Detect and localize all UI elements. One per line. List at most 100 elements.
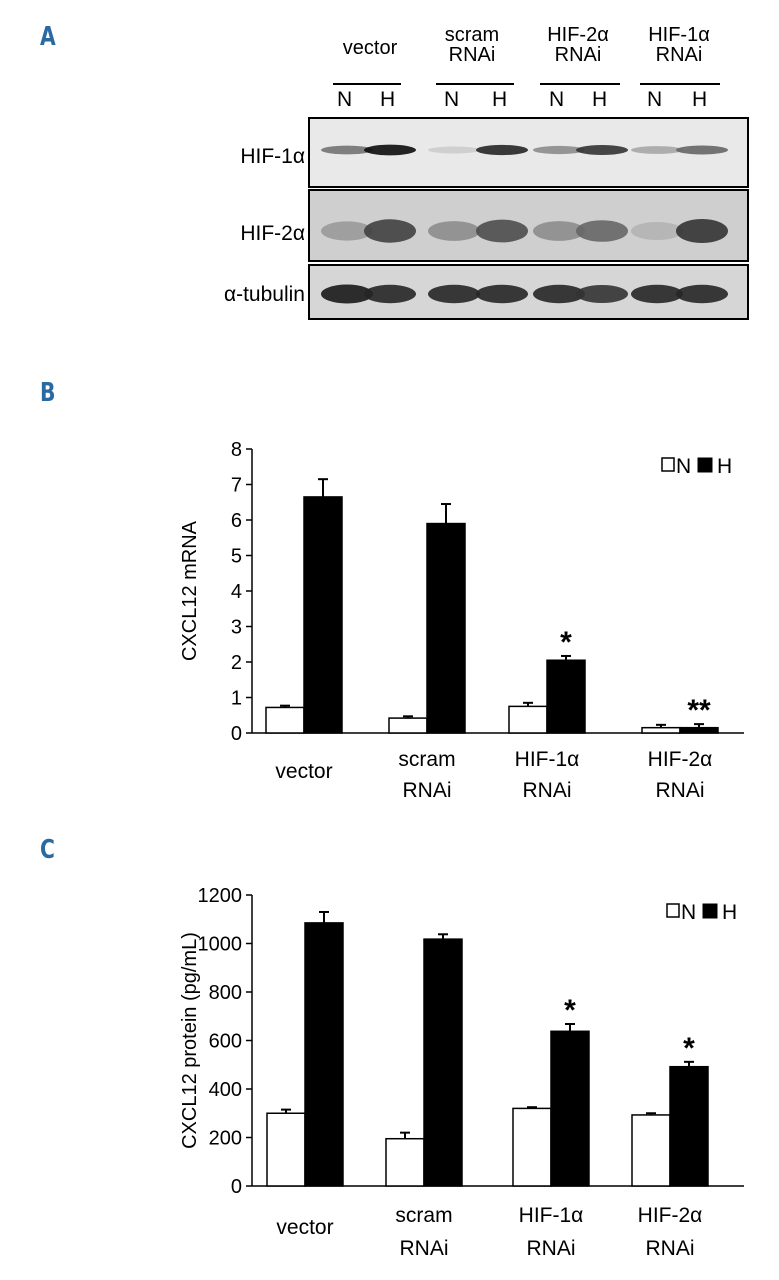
blot-group-line2: RNAi (655, 44, 703, 66)
legend-label-h: H (722, 901, 737, 924)
blot-row-label: α-tubulin (223, 283, 305, 306)
y-tick-label: 1 (231, 688, 242, 710)
y-tick-label: 600 (209, 1031, 242, 1053)
y-tick-label: 6 (231, 510, 242, 532)
blot-band (631, 222, 683, 240)
blot-group-label: HIF-1α RNAi (639, 25, 719, 65)
blot-band (576, 285, 628, 303)
blot-group-line2: RNAi (448, 44, 496, 66)
blot-band (428, 221, 480, 241)
blot-band (321, 284, 373, 304)
legend-swatch-h (702, 903, 718, 919)
y-tick-label: 7 (231, 475, 242, 497)
blot-lane-label: N (549, 88, 565, 111)
blot-band (476, 219, 528, 243)
bar (303, 496, 343, 734)
y-tick-label: 2 (231, 652, 242, 674)
blot-band (533, 284, 585, 304)
x-category-label: RNAi (526, 1237, 575, 1260)
blot-group-line1: HIF-2α (547, 24, 609, 46)
blot-group-underline (540, 83, 620, 85)
y-axis-label: CXCL12 protein (pg/mL) (179, 932, 201, 1149)
blot-band (676, 284, 728, 304)
y-tick-label: 3 (231, 617, 242, 639)
blot-group-line1: scram (444, 24, 500, 46)
bar (631, 1114, 671, 1187)
panel-c-letter: C (40, 835, 55, 865)
blot-strip-svg (321, 219, 728, 243)
blot-lane-label: H (692, 88, 708, 111)
bar (512, 1107, 552, 1187)
blot-band (476, 284, 528, 304)
significance-marker: * (683, 1032, 695, 1065)
bar (385, 1137, 425, 1187)
blot-band (576, 220, 628, 242)
blot-band (364, 219, 416, 243)
x-category-label: RNAi (399, 1237, 448, 1260)
blot-strip-svg (321, 144, 728, 156)
panel-b-letter: B (40, 378, 56, 408)
legend-swatch-n (666, 903, 680, 918)
bar (423, 938, 463, 1187)
blot-lane-label: H (492, 88, 508, 111)
x-category-label: HIF-1α (515, 748, 580, 771)
blot-band (631, 146, 683, 154)
bar (546, 659, 586, 734)
x-category-label: HIF-1α (519, 1204, 584, 1227)
bar (266, 1112, 306, 1187)
blot-band (576, 145, 628, 155)
y-tick-label: 1000 (198, 934, 243, 956)
blot-group-underline (333, 83, 401, 85)
blot-row-label: HIF-1α (240, 145, 305, 168)
blot-band (476, 144, 528, 156)
x-category-label: RNAi (402, 779, 451, 802)
significance-marker: * (560, 626, 572, 659)
blot-band (428, 146, 480, 154)
blot-band (428, 284, 480, 304)
blot-band (364, 144, 416, 156)
blot-band (364, 284, 416, 304)
legend-swatch-n (661, 457, 675, 472)
blot-group-line1: vector (342, 37, 398, 59)
blot-band (321, 221, 373, 241)
y-tick-label: 200 (209, 1128, 242, 1150)
y-tick-label: 1200 (198, 885, 243, 907)
y-axis-label: CXCL12 mRNA (179, 520, 201, 661)
blot-lane-label: N (337, 88, 353, 111)
panel-a-letter: A (40, 22, 56, 52)
x-category-label: vector (276, 1216, 333, 1239)
x-category-label: RNAi (655, 779, 704, 802)
significance-marker: * (564, 994, 576, 1027)
x-category-label: scram (398, 748, 455, 771)
x-category-label: HIF-2α (648, 748, 713, 771)
y-tick-label: 800 (209, 982, 242, 1004)
blot-strip-svg (321, 284, 728, 304)
blot-group-underline (436, 83, 514, 85)
y-tick-label: 0 (231, 723, 242, 745)
blot-band (676, 145, 728, 155)
blot-group-line1: HIF-1α (648, 24, 710, 46)
x-category-label: RNAi (645, 1237, 694, 1260)
blot-group-label: vector (330, 38, 410, 58)
blot-band (533, 145, 585, 155)
blot-band (321, 145, 373, 155)
legend-label-n: N (676, 455, 691, 478)
blot-band (533, 221, 585, 241)
x-category-label: RNAi (522, 779, 571, 802)
blot-group-underline (640, 83, 720, 85)
blot-group-label: HIF-2α RNAi (538, 25, 618, 65)
x-category-label: HIF-2α (638, 1204, 703, 1227)
bar (304, 922, 344, 1187)
bar (669, 1065, 709, 1187)
legend-swatch-h (697, 457, 713, 473)
legend-label-h: H (717, 455, 732, 478)
blot-row-label: HIF-2α (240, 222, 305, 245)
blot-strip-hif1a (308, 117, 749, 188)
bar (550, 1030, 590, 1187)
legend-label-n: N (681, 901, 696, 924)
blot-lane-label: N (647, 88, 663, 111)
blot-group-line2: RNAi (554, 44, 602, 66)
y-tick-label: 8 (231, 439, 242, 461)
